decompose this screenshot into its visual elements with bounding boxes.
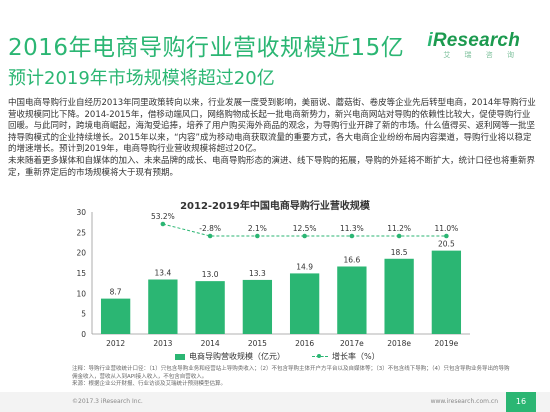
legend-line-swatch [312, 353, 328, 358]
logo-brand-prefix: i [427, 30, 433, 51]
legend-item-revenue: 电商导购营收规模（亿元） [175, 351, 285, 362]
x-tick-label: 2012 [106, 339, 125, 348]
revenue-bar [289, 273, 320, 334]
copyright: ©2017.3 iResearch Inc. [72, 398, 143, 405]
bar-value-label: 13.0 [202, 270, 219, 279]
y-tick-label: 15 [76, 269, 86, 278]
logo-tagline: 艾 瑞 咨 询 [443, 51, 520, 59]
y-tick-label: 10 [76, 289, 86, 298]
y-tick-label: 20 [76, 249, 86, 258]
revenue-bar [100, 298, 131, 334]
bar-value-label: 13.3 [249, 269, 266, 278]
revenue-bar [195, 281, 225, 334]
revenue-bar [242, 279, 273, 334]
x-tick-label: 2018e [387, 339, 411, 348]
growth-rate-point [349, 233, 355, 239]
website: www.iresearch.com.cn [430, 398, 498, 405]
body-text: 中国电商导购行业自经历2013年同里政策转向以来，行业发展一度受到影响，美丽说、… [8, 98, 536, 179]
legend-label-growth: 增长率（%） [332, 352, 380, 361]
bar-value-label: 14.9 [296, 262, 313, 271]
growth-rate-point [255, 233, 260, 239]
page-subtitle: 预计2019年市场规模将超过20亿 [8, 68, 275, 89]
bar-value-label: 8.7 [110, 288, 122, 297]
growth-rate-point [207, 233, 213, 239]
y-tick-label: 25 [76, 228, 86, 237]
page-title: 2016年电商导购行业营收规模近15亿 [8, 35, 405, 61]
growth-rate-label: 53.2% [151, 212, 175, 221]
x-tick-label: 2017e [340, 339, 364, 348]
source-line: 来源：根据企业公开财报、行业访谈及艾瑞统计预测模型估算。 [72, 381, 227, 388]
revenue-bar [148, 279, 178, 334]
growth-rate-point [444, 233, 449, 239]
growth-rate-label: 2.1% [248, 224, 267, 233]
revenue-bar [384, 258, 414, 334]
y-tick-label: 0 [81, 330, 86, 339]
footer-bar [0, 392, 550, 412]
bar-value-label: 18.5 [391, 248, 408, 257]
growth-rate-label: 11.2% [387, 224, 411, 233]
growth-rate-label: 11.0% [434, 224, 458, 233]
growth-rate-label: 12.5% [293, 224, 317, 233]
bar-value-label: 20.5 [438, 240, 455, 249]
x-tick-label: 2013 [153, 339, 172, 348]
page-number: 16 [506, 392, 536, 412]
iresearch-logo: iResearch 艾 瑞 咨 询 [427, 30, 520, 60]
x-tick-label: 2019e [435, 339, 459, 348]
growth-rate-point [302, 233, 307, 239]
growth-rate-point [396, 233, 402, 239]
x-tick-label: 2014 [201, 339, 220, 348]
chart-title: 2012-2019年中国电商导购行业营收规模 [180, 201, 370, 212]
body-paragraph-1: 中国电商导购行业自经历2013年同里政策转向以来，行业发展一度受到影响，美丽说、… [8, 98, 536, 155]
legend-label-revenue: 电商导购营收规模（亿元） [189, 352, 285, 361]
legend-item-growth: 增长率（%） [312, 351, 380, 362]
logo-brand-rest: Research [432, 30, 520, 51]
revenue-bar [431, 250, 462, 334]
source-notes: 注释：导购行业营收统计口径：（1）只包含导购业务和经营站上导购类收入；（2）不包… [72, 366, 512, 389]
legend-bar-swatch [175, 353, 185, 360]
x-tick-label: 2016 [295, 339, 314, 348]
y-tick-label: 30 [76, 208, 86, 217]
growth-rate-label: 11.3% [340, 224, 364, 233]
revenue-bar [337, 266, 367, 334]
bar-value-label: 13.4 [155, 269, 172, 278]
y-tick-label: 5 [81, 310, 86, 319]
bar-value-label: 16.6 [344, 255, 361, 264]
x-tick-label: 2015 [248, 339, 267, 348]
body-paragraph-2: 未来随着更多媒体和自媒体的加入、未来品牌的成长、电商导购形态的演进、线下导购的拓… [8, 155, 536, 178]
source-note: 注释：导购行业营收统计口径：（1）只包含导购业务和经营站上导购类收入；（2）不包… [72, 366, 510, 380]
growth-rate-point [160, 221, 166, 227]
growth-rate-label: -2.8% [199, 224, 221, 233]
